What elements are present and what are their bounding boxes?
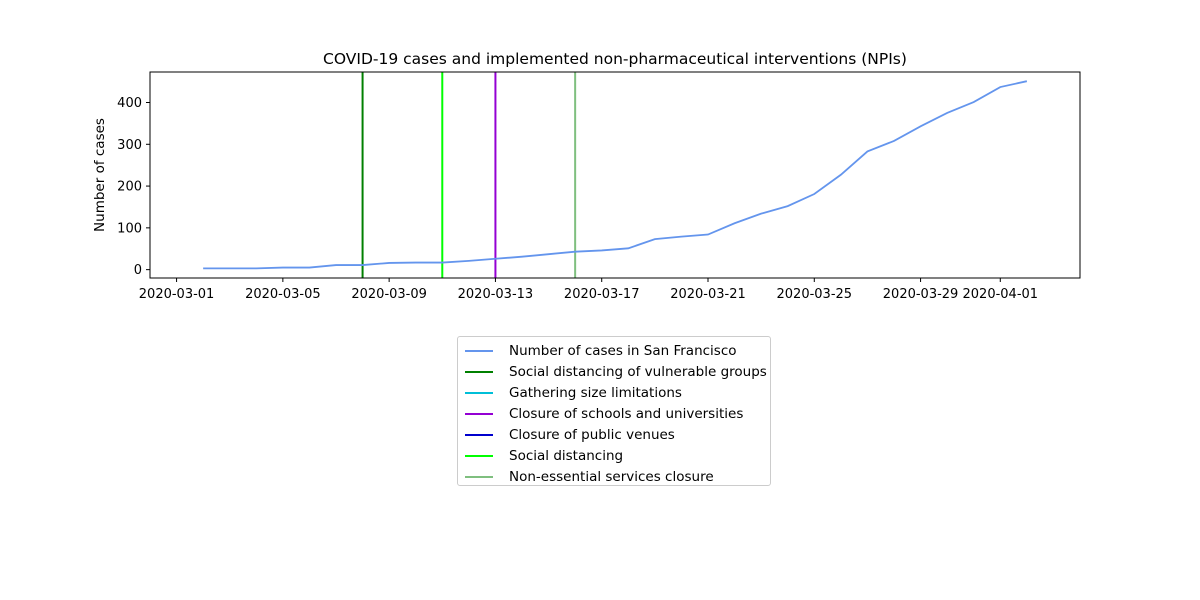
series-line <box>203 80 1028 270</box>
y-tick-label: 300 <box>117 138 142 153</box>
legend: Number of cases in San Francisco Social d… <box>457 336 771 486</box>
legend-swatch <box>465 412 493 415</box>
legend-swatch <box>465 370 493 373</box>
chart-title: COVID-19 cases and implemented non-pharm… <box>323 50 907 68</box>
x-tick-label: 2020-03-21 <box>670 287 746 302</box>
y-axis-label: Number of cases <box>92 118 108 232</box>
x-tick-label: 2020-03-29 <box>883 287 959 302</box>
legend-swatch <box>465 433 493 436</box>
legend-item: Closure of schools and universities <box>458 403 770 424</box>
y-tick-label: 0 <box>134 263 142 278</box>
plot-frame <box>149 71 1081 279</box>
legend-label: Number of cases in San Francisco <box>509 342 737 359</box>
legend-item: Gathering size limitations <box>458 382 770 403</box>
legend-item: Number of cases in San Francisco <box>458 340 770 361</box>
legend-item: Closure of public venues <box>458 424 770 445</box>
x-tick-label: 2020-03-25 <box>777 287 853 302</box>
y-tick-label: 200 <box>117 180 142 195</box>
x-tick-label: 2020-03-05 <box>245 287 321 302</box>
x-tick-label: 2020-03-09 <box>351 287 427 302</box>
y-tick-label: 400 <box>117 96 142 111</box>
x-tick-label: 2020-04-01 <box>963 287 1039 302</box>
legend-swatch <box>465 349 493 352</box>
legend-label: Closure of public venues <box>509 426 675 443</box>
y-tick-label: 100 <box>117 221 142 236</box>
legend-item: Social distancing of vulnerable groups <box>458 361 770 382</box>
legend-swatch <box>465 391 493 394</box>
legend-swatch <box>465 475 493 478</box>
legend-label: Closure of schools and universities <box>509 405 744 422</box>
legend-label: Social distancing of vulnerable groups <box>509 363 767 380</box>
legend-label: Social distancing <box>509 447 624 464</box>
x-tick-label: 2020-03-01 <box>139 287 215 302</box>
legend-label: Gathering size limitations <box>509 384 682 401</box>
x-tick-label: 2020-03-13 <box>458 287 534 302</box>
legend-swatch <box>465 454 493 457</box>
x-tick-label: 2020-03-17 <box>564 287 640 302</box>
legend-label: Non-essential services closure <box>509 468 714 485</box>
legend-item: Non-essential services closure <box>458 466 770 487</box>
legend-item: Social distancing <box>458 445 770 466</box>
plot-area: 0 100 200 300 400 2020-03-01 2020-03-05 2020-03… <box>117 71 1081 302</box>
